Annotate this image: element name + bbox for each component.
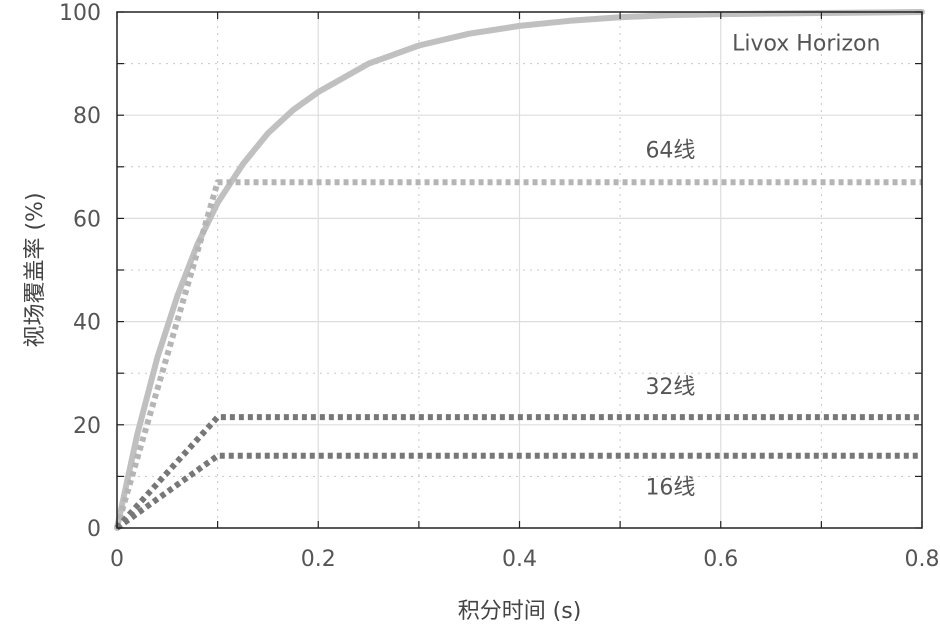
y-axis-label: 视场覆盖率 (%) [23,192,48,347]
y-tick-label: 0 [87,517,101,542]
series-labels: Livox Horizon 64线 32线 16线 [645,32,880,501]
x-tick-label: 0.4 [502,547,537,572]
series-line-1 [114,179,922,529]
x-tick-label: 0.6 [703,547,738,572]
y-tick-label: 40 [73,311,101,336]
x-tick-label: 0.2 [301,547,336,572]
series-label-1: 64线 [645,139,695,164]
grid [117,12,922,528]
series-layer [114,9,925,531]
y-tick-label: 80 [73,104,101,129]
series-label-2: 32线 [645,375,695,400]
x-tick-label: 0 [110,547,124,572]
series-label-3: 16线 [645,475,695,500]
series-line-0 [114,9,925,531]
y-tick-label: 60 [73,207,101,232]
x-axis-label: 积分时间 (s) [458,599,582,624]
x-tick-label: 0.8 [905,547,940,572]
y-tick-label: 100 [59,1,101,26]
series-line-2 [114,414,922,531]
ticks: 0 0.2 0.4 0.6 0.8 0 20 40 60 80 100 [59,1,940,572]
y-tick-label: 20 [73,414,101,439]
series-label-0: Livox Horizon [732,32,880,57]
